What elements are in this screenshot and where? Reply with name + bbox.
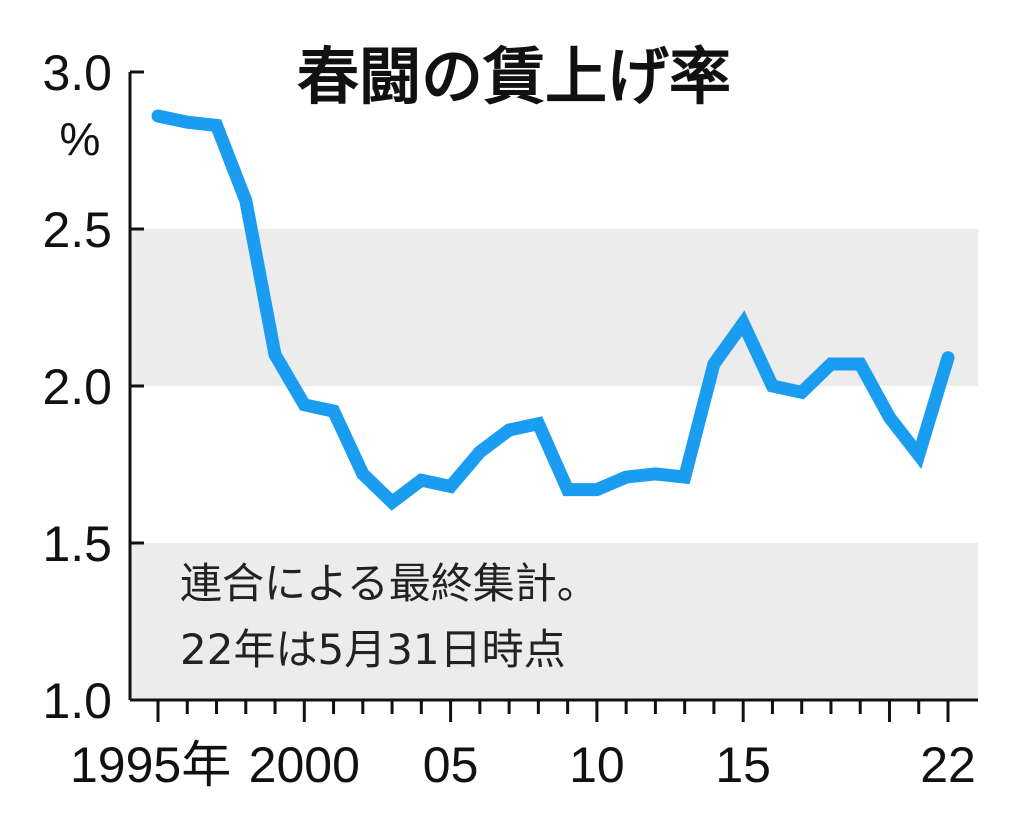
note-line-2: 22年は5月31日時点: [180, 625, 566, 674]
chart-title: 春闘の賃上げ率: [297, 40, 731, 113]
y-tick-label: 2.0: [42, 359, 112, 415]
x-tick-label: 22: [920, 737, 976, 793]
note-line-1: 連合による最終集計。: [180, 559, 599, 608]
shaded-bands: [130, 229, 978, 700]
shaded-band: [130, 543, 978, 700]
x-tick-label: 15: [715, 737, 771, 793]
y-tick-label: 2.5: [42, 202, 112, 258]
x-tick-label: 1995年: [70, 737, 231, 793]
x-tick-label: 10: [569, 737, 625, 793]
x-tick-label: 05: [423, 737, 479, 793]
y-axis-ticks: 1.0 1.5 2.0 2.5 3.0: [42, 45, 144, 729]
series-line: [151, 109, 955, 511]
y-tick-label: 1.5: [42, 516, 112, 572]
x-tick-label: 2000: [249, 737, 360, 793]
y-tick-label: 1.0: [42, 673, 112, 729]
y-axis-unit: %: [60, 113, 101, 165]
x-axis-ticks: 1995年 2000 05 10 15 22: [70, 700, 976, 793]
series-layer: [151, 109, 955, 511]
y-tick-label: 3.0: [42, 45, 112, 101]
